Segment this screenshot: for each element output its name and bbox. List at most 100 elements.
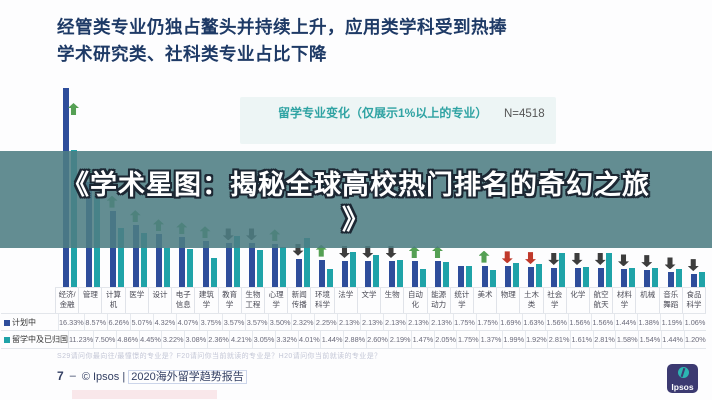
chart-column bbox=[520, 80, 543, 287]
value-cell: 3.05% bbox=[252, 331, 275, 348]
trend-down-icon bbox=[362, 246, 374, 259]
ipsos-logo-dot-icon bbox=[678, 367, 689, 378]
value-cell: 4.32% bbox=[152, 314, 176, 331]
value-cell: 1.44% bbox=[320, 331, 343, 348]
bar-planned bbox=[597, 267, 604, 287]
trend-up-icon bbox=[432, 246, 443, 259]
category-label: 建筑学 bbox=[194, 288, 217, 314]
category-label: 化学 bbox=[565, 288, 589, 314]
value-cell: 1.61% bbox=[569, 331, 593, 348]
value-cell: 1.47% bbox=[411, 331, 434, 348]
category-label: 生物工程 bbox=[240, 288, 264, 314]
trend-down-icon bbox=[525, 252, 536, 265]
series-label: 留学中及已归国 bbox=[1, 331, 68, 348]
value-cell: 2.13% bbox=[383, 314, 406, 331]
page-number: 7 bbox=[57, 369, 64, 383]
trend-up-icon bbox=[315, 244, 327, 257]
slide-title-line2: 学术研究类、社科类专业占比下降 bbox=[57, 44, 327, 65]
value-cell: 3.22% bbox=[161, 331, 184, 348]
value-cell: 3.50% bbox=[268, 314, 291, 331]
bar-planned bbox=[202, 241, 209, 287]
value-cell: 2.32% bbox=[291, 314, 314, 331]
category-label: 医学 bbox=[124, 288, 148, 314]
ipsos-logo-text: Ipsos bbox=[671, 382, 694, 392]
bar-planned bbox=[225, 243, 232, 287]
value-cell: 1.06% bbox=[682, 314, 706, 331]
bar-current bbox=[233, 235, 240, 287]
series-legend-swatch bbox=[4, 319, 10, 326]
table-row-current: 留学中及已归国 11.23% 7.50% 4.86% 4.45% 3.22% 3.08% 2.… bbox=[1, 330, 706, 349]
footer-copyright: © Ipsos | 2020海外留学趋势报告 bbox=[82, 368, 247, 384]
trend-down-icon bbox=[292, 243, 304, 256]
value-cell: 2.25% bbox=[314, 314, 337, 331]
value-cell: 1.56% bbox=[567, 314, 591, 331]
value-cell: 4.01% bbox=[297, 331, 321, 348]
value-cell: 1.38% bbox=[636, 314, 660, 331]
trend-down-icon bbox=[641, 255, 653, 268]
copyright-prefix: © Ipsos | bbox=[81, 371, 126, 383]
bar-planned bbox=[551, 267, 558, 287]
chart-column bbox=[613, 80, 636, 287]
bar-current bbox=[605, 252, 612, 287]
category-label: 经济/金融 bbox=[55, 288, 78, 314]
category-label: 心理学 bbox=[263, 288, 287, 314]
chart-column bbox=[590, 80, 613, 287]
chart-column bbox=[288, 80, 311, 287]
bar-current bbox=[512, 262, 519, 287]
category-label: 环境科学 bbox=[310, 288, 333, 314]
category-axis: 经济/金融 管理 计算机 医学 设计 电子信息 建筑学 教育学 生物工程 心理学 新闻传播 环境科学法… bbox=[55, 287, 707, 314]
value-cell: 1.54% bbox=[638, 331, 661, 348]
value-cell: 2.13% bbox=[337, 314, 360, 331]
bar-current bbox=[466, 265, 473, 287]
bar-current bbox=[140, 232, 147, 287]
value-cell: 8.57% bbox=[83, 314, 107, 331]
value-cell: 3.57% bbox=[245, 314, 268, 331]
bar-current bbox=[582, 267, 589, 287]
value-cell: 1.92% bbox=[524, 331, 548, 348]
bar-planned bbox=[481, 265, 488, 287]
bar-current bbox=[443, 262, 449, 287]
series-legend-swatch bbox=[4, 336, 10, 343]
category-label: 管理 bbox=[78, 288, 101, 314]
value-cell: 16.33% bbox=[58, 314, 84, 331]
category-label: 食品科学 bbox=[681, 288, 707, 314]
bar-current bbox=[675, 269, 682, 287]
value-cell: 2.60% bbox=[365, 331, 389, 348]
table-row-planned: 计划中 16.33% 8.57% 6.26% 5.07% 4.32% 4.07% 3.75% 3… bbox=[1, 313, 706, 331]
value-cell: 1.44% bbox=[660, 331, 684, 348]
category-label: 生物 bbox=[380, 288, 403, 314]
bar-current bbox=[652, 268, 659, 287]
bar-current bbox=[280, 246, 287, 287]
trend-up-icon bbox=[68, 103, 79, 115]
bar-planned bbox=[342, 261, 348, 287]
category-label: 能源动力 bbox=[426, 288, 450, 314]
category-label: 教育学 bbox=[217, 288, 241, 314]
bar-planned bbox=[504, 266, 511, 287]
value-cell: 1.69% bbox=[498, 314, 522, 331]
value-cell: 5.07% bbox=[129, 314, 153, 331]
bar-planned bbox=[249, 243, 255, 287]
value-cell: 2.13% bbox=[406, 314, 429, 331]
bar-planned bbox=[132, 225, 139, 287]
category-label: 航空航天 bbox=[589, 288, 612, 314]
value-cell: 4.07% bbox=[175, 314, 199, 331]
category-label: 法学 bbox=[333, 288, 357, 314]
bar-planned bbox=[667, 272, 674, 287]
value-cell: 1.56% bbox=[590, 314, 614, 331]
trend-down-icon bbox=[687, 259, 699, 272]
bar-planned bbox=[574, 267, 581, 287]
value-cell: 2.81% bbox=[547, 331, 570, 348]
category-label: 自动化 bbox=[403, 288, 426, 314]
trend-down-icon bbox=[571, 252, 583, 265]
bar-planned bbox=[690, 274, 697, 287]
value-cell: 2.13% bbox=[429, 314, 452, 331]
chart-column bbox=[427, 80, 450, 287]
value-cell: 7.50% bbox=[93, 331, 116, 348]
bar-current bbox=[350, 251, 356, 287]
bar-planned bbox=[295, 258, 302, 287]
bar-planned bbox=[411, 261, 418, 287]
bar-current bbox=[257, 249, 263, 287]
bar-current bbox=[164, 247, 170, 287]
chart-column bbox=[450, 80, 473, 287]
chart-column bbox=[474, 80, 497, 287]
